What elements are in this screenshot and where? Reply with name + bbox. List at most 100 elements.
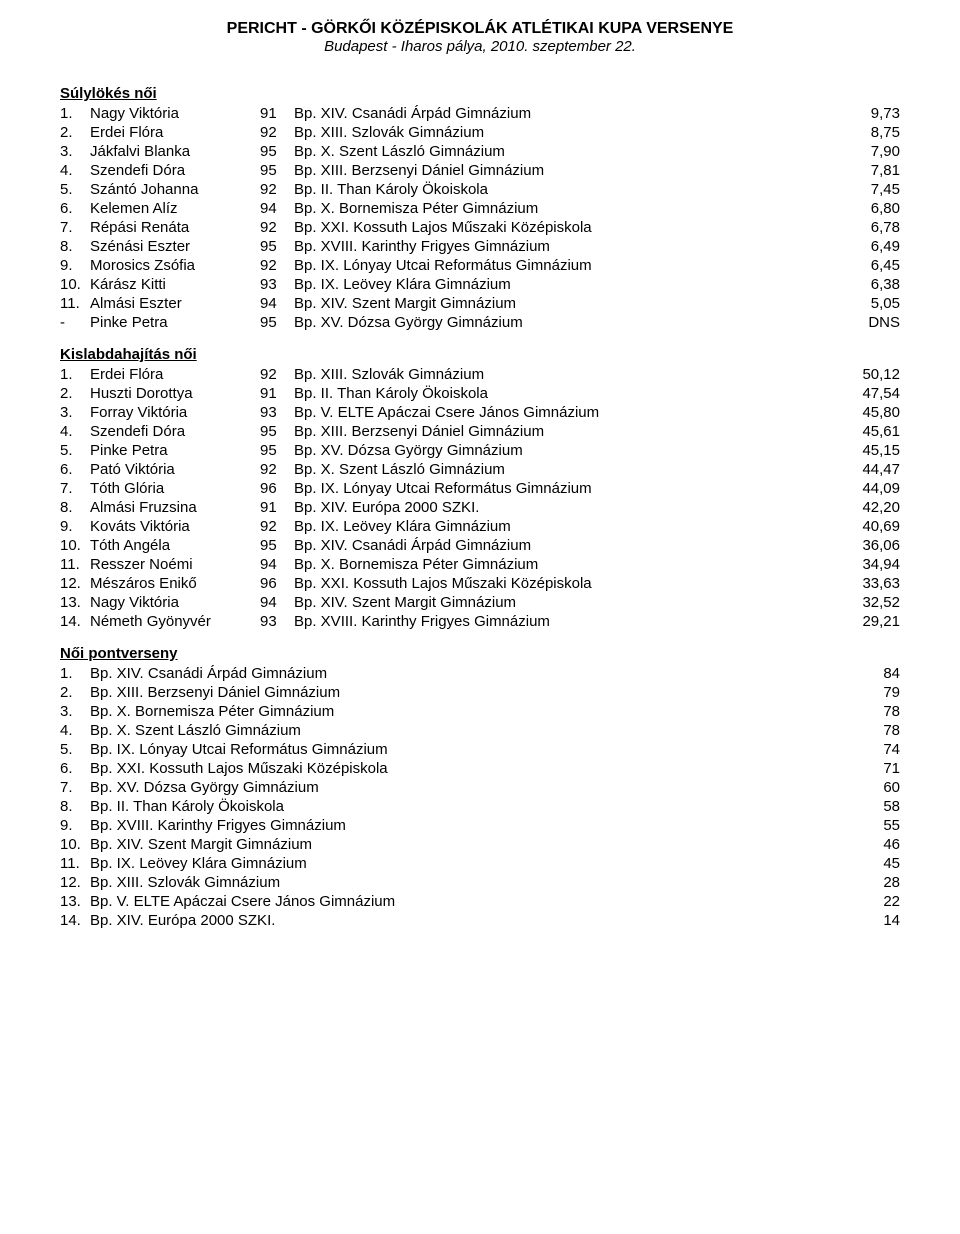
score-cell: 40,69 (840, 517, 900, 536)
rank-cell: 6. (60, 460, 90, 479)
table-row: 3.Forray Viktória93Bp. V. ELTE Apáczai C… (60, 403, 900, 422)
table-row: 11.Almási Eszter94Bp. XIV. Szent Margit … (60, 294, 900, 313)
score-cell: 44,09 (840, 479, 900, 498)
name-cell: Nagy Viktória (90, 593, 260, 612)
points-cell: 22 (840, 892, 900, 911)
table-row: 6.Bp. XXI. Kossuth Lajos Műszaki Középis… (60, 759, 900, 778)
table-row: 2.Huszti Dorottya91Bp. II. Than Károly Ö… (60, 384, 900, 403)
year-cell: 94 (260, 294, 294, 313)
rank-cell: 11. (60, 854, 90, 873)
school-cell: Bp. XIII. Szlovák Gimnázium (294, 123, 840, 142)
score-cell: 6,38 (840, 275, 900, 294)
rank-cell: 5. (60, 740, 90, 759)
rank-cell: 2. (60, 384, 90, 403)
name-cell: Erdei Flóra (90, 123, 260, 142)
table-row: 1.Erdei Flóra92Bp. XIII. Szlovák Gimnázi… (60, 365, 900, 384)
table-row: 14.Bp. XIV. Európa 2000 SZKI.14 (60, 911, 900, 930)
table-row: 8.Szénási Eszter95Bp. XVIII. Karinthy Fr… (60, 237, 900, 256)
rank-cell: 13. (60, 892, 90, 911)
school-cell: Bp. XIV. Szent Margit Gimnázium (294, 294, 840, 313)
score-cell: 7,81 (840, 161, 900, 180)
score-cell: 47,54 (840, 384, 900, 403)
school-cell: Bp. XXI. Kossuth Lajos Műszaki Középisko… (294, 574, 840, 593)
team-cell: Bp. XIV. Szent Margit Gimnázium (90, 835, 840, 854)
school-cell: Bp. IX. Lónyay Utcai Református Gimnáziu… (294, 479, 840, 498)
school-cell: Bp. XIV. Szent Margit Gimnázium (294, 593, 840, 612)
team-cell: Bp. XIII. Szlovák Gimnázium (90, 873, 840, 892)
year-cell: 92 (260, 365, 294, 384)
name-cell: Huszti Dorottya (90, 384, 260, 403)
name-cell: Jákfalvi Blanka (90, 142, 260, 161)
year-cell: 92 (260, 460, 294, 479)
year-cell: 92 (260, 517, 294, 536)
school-cell: Bp. XVIII. Karinthy Frigyes Gimnázium (294, 237, 840, 256)
score-cell: 9,73 (840, 104, 900, 123)
school-cell: Bp. XXI. Kossuth Lajos Műszaki Középisko… (294, 218, 840, 237)
points-cell: 78 (840, 702, 900, 721)
year-cell: 95 (260, 142, 294, 161)
team-cell: Bp. XIII. Berzsenyi Dániel Gimnázium (90, 683, 840, 702)
section-title: Kislabdahajítás női (60, 346, 900, 363)
name-cell: Szántó Johanna (90, 180, 260, 199)
table-row: 1.Bp. XIV. Csanádi Árpád Gimnázium84 (60, 664, 900, 683)
rank-cell: 8. (60, 237, 90, 256)
name-cell: Tóth Glória (90, 479, 260, 498)
year-cell: 91 (260, 104, 294, 123)
rank-cell: - (60, 313, 90, 332)
table-row: 4.Szendefi Dóra95Bp. XIII. Berzsenyi Dán… (60, 422, 900, 441)
school-cell: Bp. XV. Dózsa György Gimnázium (294, 441, 840, 460)
table-row: 5.Szántó Johanna92Bp. II. Than Károly Ök… (60, 180, 900, 199)
rank-cell: 5. (60, 441, 90, 460)
score-cell: 33,63 (840, 574, 900, 593)
name-cell: Mészáros Enikő (90, 574, 260, 593)
school-cell: Bp. IX. Lónyay Utcai Református Gimnáziu… (294, 256, 840, 275)
table-row: 1.Nagy Viktória91Bp. XIV. Csanádi Árpád … (60, 104, 900, 123)
team-cell: Bp. IX. Leövey Klára Gimnázium (90, 854, 840, 873)
name-cell: Kováts Viktória (90, 517, 260, 536)
school-cell: Bp. XIII. Szlovák Gimnázium (294, 365, 840, 384)
year-cell: 93 (260, 275, 294, 294)
rank-cell: 13. (60, 593, 90, 612)
table-row: 4.Szendefi Dóra95Bp. XIII. Berzsenyi Dán… (60, 161, 900, 180)
team-cell: Bp. V. ELTE Apáczai Csere János Gimnáziu… (90, 892, 840, 911)
table-row: 2.Bp. XIII. Berzsenyi Dániel Gimnázium79 (60, 683, 900, 702)
table-row: 9.Bp. XVIII. Karinthy Frigyes Gimnázium5… (60, 816, 900, 835)
score-cell: 5,05 (840, 294, 900, 313)
score-cell: 6,80 (840, 199, 900, 218)
table-row: 11.Bp. IX. Leövey Klára Gimnázium45 (60, 854, 900, 873)
rank-cell: 3. (60, 702, 90, 721)
table-row: 8.Bp. II. Than Károly Ökoiskola58 (60, 797, 900, 816)
rank-cell: 1. (60, 104, 90, 123)
name-cell: Pató Viktória (90, 460, 260, 479)
points-cell: 78 (840, 721, 900, 740)
score-cell: 7,45 (840, 180, 900, 199)
school-cell: Bp. XVIII. Karinthy Frigyes Gimnázium (294, 612, 840, 631)
school-cell: Bp. V. ELTE Apáczai Csere János Gimnáziu… (294, 403, 840, 422)
results-table: 1.Bp. XIV. Csanádi Árpád Gimnázium842.Bp… (60, 664, 900, 930)
rank-cell: 8. (60, 797, 90, 816)
table-row: 7.Répási Renáta92Bp. XXI. Kossuth Lajos … (60, 218, 900, 237)
score-cell: 6,45 (840, 256, 900, 275)
rank-cell: 11. (60, 294, 90, 313)
table-row: 7.Tóth Glória96Bp. IX. Lónyay Utcai Refo… (60, 479, 900, 498)
name-cell: Répási Renáta (90, 218, 260, 237)
team-cell: Bp. XV. Dózsa György Gimnázium (90, 778, 840, 797)
school-cell: Bp. X. Szent László Gimnázium (294, 142, 840, 161)
points-cell: 14 (840, 911, 900, 930)
score-cell: 45,61 (840, 422, 900, 441)
table-row: 13.Bp. V. ELTE Apáczai Csere János Gimná… (60, 892, 900, 911)
year-cell: 91 (260, 498, 294, 517)
results-table: 1.Erdei Flóra92Bp. XIII. Szlovák Gimnázi… (60, 365, 900, 631)
name-cell: Almási Fruzsina (90, 498, 260, 517)
year-cell: 93 (260, 612, 294, 631)
name-cell: Szendefi Dóra (90, 161, 260, 180)
team-cell: Bp. XIV. Európa 2000 SZKI. (90, 911, 840, 930)
points-cell: 45 (840, 854, 900, 873)
points-cell: 84 (840, 664, 900, 683)
table-row: 6.Pató Viktória92Bp. X. Szent László Gim… (60, 460, 900, 479)
name-cell: Morosics Zsófia (90, 256, 260, 275)
school-cell: Bp. XIV. Európa 2000 SZKI. (294, 498, 840, 517)
points-cell: 55 (840, 816, 900, 835)
year-cell: 92 (260, 180, 294, 199)
page-subtitle: Budapest - Iharos pálya, 2010. szeptembe… (60, 38, 900, 55)
